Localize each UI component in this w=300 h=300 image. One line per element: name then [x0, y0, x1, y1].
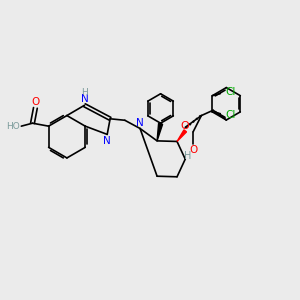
Text: Cl: Cl [225, 110, 236, 120]
Polygon shape [157, 123, 163, 141]
Text: N: N [81, 94, 88, 104]
Polygon shape [177, 130, 187, 142]
Text: H: H [81, 88, 88, 98]
Text: Cl: Cl [225, 87, 236, 97]
Text: H: H [184, 151, 192, 161]
Text: O: O [181, 121, 190, 130]
Text: N: N [136, 118, 144, 128]
Text: HO: HO [6, 122, 20, 130]
Text: O: O [189, 145, 197, 155]
Text: O: O [31, 97, 40, 107]
Text: N: N [103, 136, 111, 146]
